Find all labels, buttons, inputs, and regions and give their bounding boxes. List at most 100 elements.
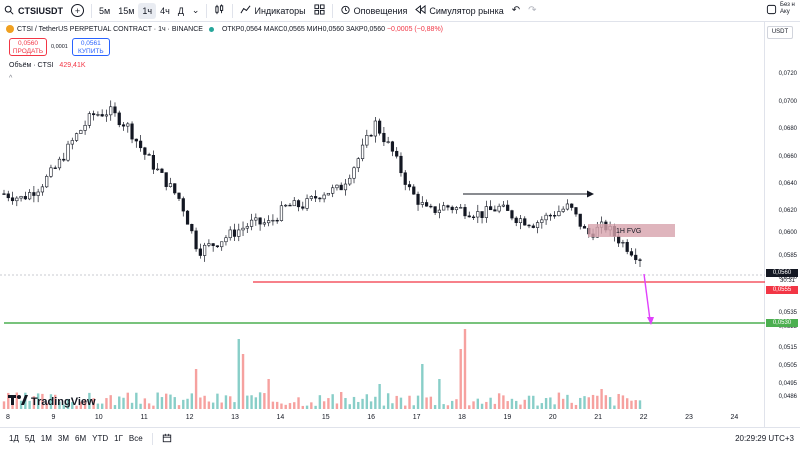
range-1d[interactable]: 1Д: [9, 434, 19, 443]
candle-body: [412, 186, 416, 195]
candle-body: [407, 184, 412, 188]
candle-body: [220, 241, 224, 248]
time-axis[interactable]: 8 9 10 11 12 13 14 15 16 17 18 19 20 21 22 23 24: [0, 410, 765, 427]
range-1y[interactable]: 1Г: [114, 434, 123, 443]
interval-1d[interactable]: Д: [174, 0, 188, 22]
market-simulator-button[interactable]: Симулятор рынка: [411, 0, 507, 22]
volume-bar: [369, 401, 373, 409]
interval-5m[interactable]: 5м: [95, 0, 114, 22]
time-tick-label: 9: [51, 414, 56, 421]
volume-bar: [455, 399, 458, 409]
candle-body: [126, 123, 130, 127]
projection-arrow-line[interactable]: [643, 273, 651, 321]
grid-icon: [314, 4, 325, 17]
range-3m[interactable]: 3М: [57, 434, 69, 443]
candle-body: [348, 177, 352, 185]
volume-bar: [7, 392, 10, 409]
candle-body: [113, 106, 117, 114]
volume-bar: [96, 403, 100, 409]
volume-bar: [429, 396, 433, 409]
fvg-box[interactable]: [588, 224, 675, 237]
volume-bar: [32, 396, 36, 409]
fullscreen-button[interactable]: [762, 0, 781, 22]
alerts-button[interactable]: Оповещения: [336, 0, 412, 22]
symbol-search[interactable]: CTSIUSDT: [0, 0, 67, 22]
price-tick-label: 0,0515: [778, 345, 797, 351]
range-6m[interactable]: 6М: [75, 434, 87, 443]
volume-bar: [246, 395, 249, 409]
time-tick-label: 15: [321, 414, 330, 421]
interval-dropdown[interactable]: ⌄: [188, 0, 204, 22]
candle-body: [557, 211, 561, 217]
projection-arrow-head[interactable]: [647, 317, 654, 325]
candle-body: [271, 219, 275, 222]
tradingview-mark-icon: [8, 394, 28, 409]
candle-body: [198, 248, 202, 256]
candle-body: [497, 205, 501, 212]
layouts-button[interactable]: [310, 0, 329, 22]
volume-bar: [480, 403, 484, 409]
interval-4h[interactable]: 4ч: [156, 0, 174, 22]
candle-body: [207, 243, 211, 246]
candle-body: [177, 192, 181, 199]
chart-pane[interactable]: 1H FVG: [0, 22, 765, 427]
undo-button[interactable]: ↶: [508, 0, 524, 22]
range-all[interactable]: Все: [128, 434, 143, 443]
volume-bar: [352, 396, 356, 409]
volume-bar: [468, 405, 471, 409]
volume-bar: [203, 395, 206, 409]
range-1m[interactable]: 1М: [40, 434, 52, 443]
volume-bar: [237, 339, 240, 409]
resistance-arrow-head[interactable]: [587, 190, 594, 198]
price-tick-label: 0,0585: [778, 253, 797, 259]
candle-body: [578, 213, 582, 227]
price-axis[interactable]: 0,0720 0,0700 0,0680 0,0660 0,0640 0,0620 0,06…: [765, 22, 800, 427]
support-level-badge: 0,0555: [766, 286, 798, 294]
candle-body: [429, 205, 433, 208]
candle-body: [399, 155, 403, 174]
currency-selector[interactable]: USDT: [767, 26, 793, 39]
candle-body: [40, 186, 45, 193]
volume-bar: [152, 405, 155, 409]
volume-bar: [331, 394, 334, 409]
divider: [331, 3, 333, 18]
volume-bar: [79, 401, 83, 409]
sell-button[interactable]: 0,0560 ПРОДАТЬ: [9, 38, 47, 56]
candle-body: [416, 193, 420, 205]
volume-bar: [314, 405, 317, 409]
chart-type-button[interactable]: [210, 0, 229, 22]
interval-1h[interactable]: 1ч: [138, 2, 157, 19]
volume-bar: [600, 389, 603, 409]
date-range-button[interactable]: [162, 433, 172, 445]
add-symbol-button[interactable]: +: [67, 0, 88, 22]
volume-bar: [250, 395, 253, 409]
range-ytd[interactable]: YTD: [92, 434, 109, 443]
candle-body: [634, 254, 638, 261]
candle-body: [548, 214, 552, 217]
volume-bar: [297, 397, 300, 409]
candle-body: [501, 204, 506, 207]
candle-body: [267, 220, 271, 224]
volume-bar: [399, 397, 403, 409]
collapse-legend-icon[interactable]: ^: [9, 75, 13, 82]
ohlc-values: ОТКР0,0564 МАКС0,0565 МИН0,0560 ЗАКР0,05…: [221, 25, 386, 33]
candle-body: [62, 158, 66, 161]
candle-body: [535, 222, 540, 228]
divider: [91, 3, 92, 18]
time-tick-label: 11: [140, 414, 148, 421]
indicators-button[interactable]: Индикаторы: [236, 0, 309, 22]
volume-bar: [88, 392, 91, 409]
candle-body: [275, 219, 279, 222]
candle-body: [437, 209, 441, 213]
buy-button[interactable]: 0,0561 КУПИТЬ: [71, 38, 110, 56]
interval-15m[interactable]: 15м: [114, 0, 138, 22]
price-chart[interactable]: 1H FVG: [0, 22, 765, 410]
volume-bar: [570, 402, 573, 409]
range-5d[interactable]: 5Д: [24, 434, 35, 443]
clock-timezone[interactable]: 20:29:29 UTC+3: [735, 434, 794, 443]
volume-bar: [75, 405, 78, 409]
redo-button[interactable]: ↷: [524, 0, 540, 22]
volume-bar: [630, 400, 633, 409]
volume-bar: [165, 393, 168, 409]
volume-bar: [574, 404, 578, 409]
